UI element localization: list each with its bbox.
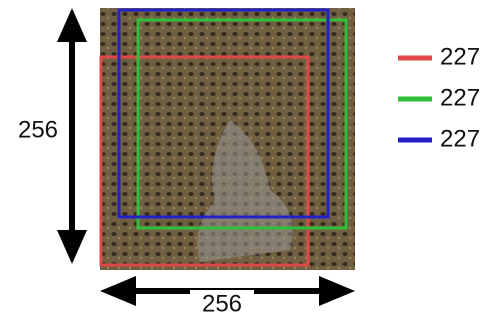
legend: 227 227 227 bbox=[398, 43, 480, 152]
diagram: 256 256 227 227 227 bbox=[0, 0, 495, 322]
width-label: 256 bbox=[202, 290, 242, 317]
legend-label: 227 bbox=[440, 84, 480, 111]
legend-label: 227 bbox=[440, 125, 480, 152]
legend-label: 227 bbox=[440, 43, 480, 70]
height-label: 256 bbox=[18, 116, 58, 143]
